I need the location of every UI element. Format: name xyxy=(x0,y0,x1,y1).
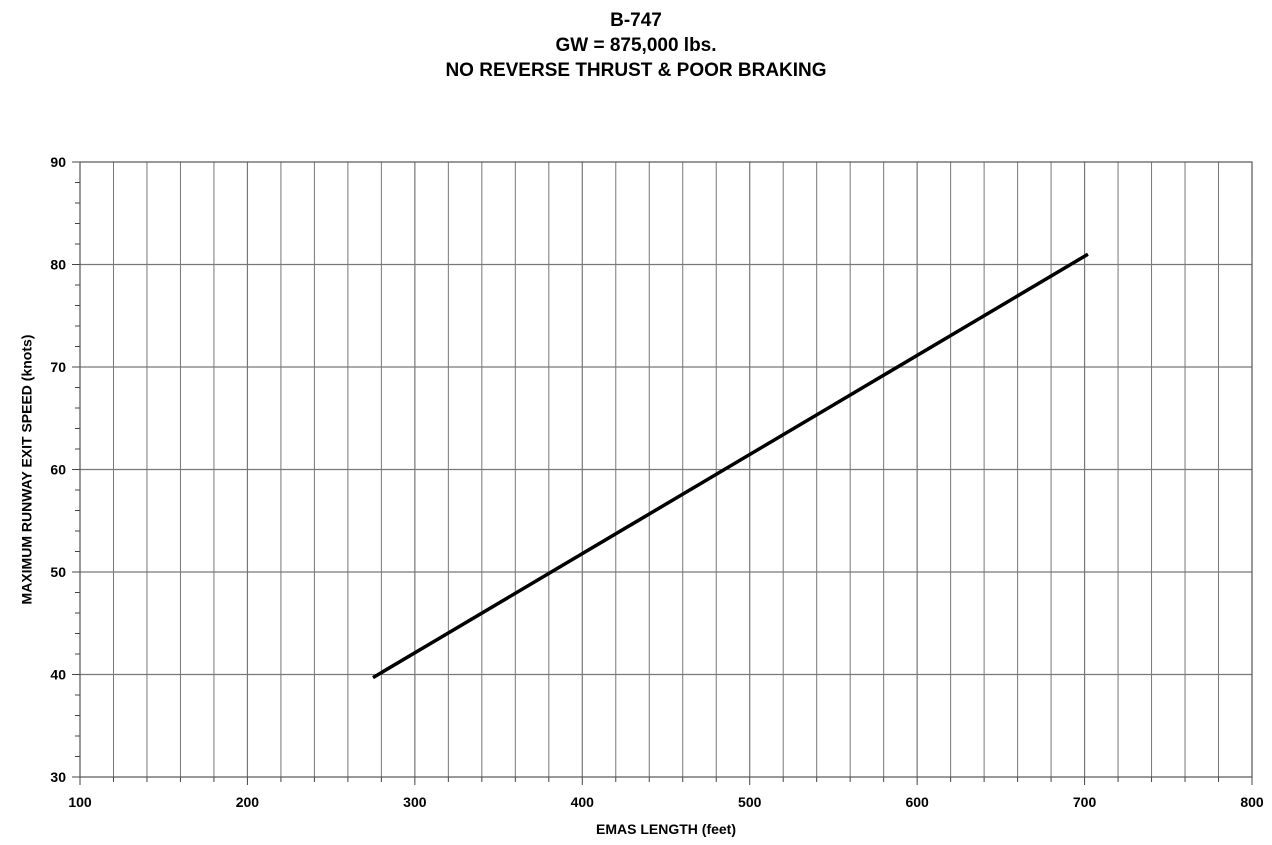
y-tick-labels: 30 40 50 60 70 80 90 xyxy=(50,154,66,785)
x-tick-label: 100 xyxy=(68,794,92,810)
chart-titles: B-747 GW = 875,000 lbs. NO REVERSE THRUS… xyxy=(0,8,1272,83)
minor-ticks xyxy=(72,161,1253,785)
chart-subtitle-2: NO REVERSE THRUST & POOR BRAKING xyxy=(445,60,827,81)
series-line xyxy=(372,252,1089,680)
y-tick-label: 40 xyxy=(50,667,66,683)
chart-subtitle: GW = 875,000 lbs. xyxy=(555,35,717,56)
grid-lines xyxy=(80,162,1252,777)
y-axis-label: MAXIMUM RUNWAY EXIT SPEED (knots) xyxy=(19,335,35,605)
x-tick-label: 600 xyxy=(905,794,929,810)
y-tick-label: 70 xyxy=(50,359,66,375)
x-tick-label: 500 xyxy=(738,794,762,810)
series-group xyxy=(372,252,1089,680)
plot-frame xyxy=(79,161,1253,778)
x-tick-label: 300 xyxy=(403,794,427,810)
x-tick-labels: 100 200 300 400 500 600 700 800 xyxy=(68,794,1264,810)
chart-title: B-747 xyxy=(610,10,662,31)
x-axis-label: EMAS LENGTH (feet) xyxy=(596,821,736,837)
x-tick-label: 400 xyxy=(571,794,595,810)
y-tick-label: 90 xyxy=(50,154,66,170)
x-tick-label: 700 xyxy=(1073,794,1097,810)
x-tick-label: 200 xyxy=(236,794,260,810)
y-tick-label: 50 xyxy=(50,564,66,580)
y-tick-label: 80 xyxy=(50,257,66,273)
y-tick-label: 30 xyxy=(50,769,66,785)
x-tick-label: 800 xyxy=(1240,794,1264,810)
y-tick-label: 60 xyxy=(50,462,66,478)
